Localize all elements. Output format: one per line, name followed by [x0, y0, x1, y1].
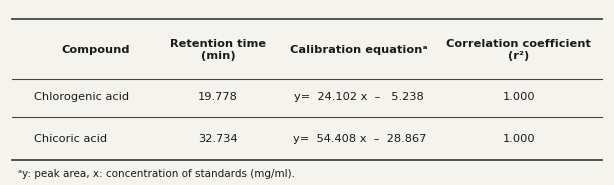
Text: y=  54.408 x  –  28.867: y= 54.408 x – 28.867 — [292, 134, 426, 144]
Text: 1.000: 1.000 — [502, 134, 535, 144]
Text: ᵃy: peak area, x: concentration of standards (mg/ml).: ᵃy: peak area, x: concentration of stand… — [18, 169, 295, 179]
Text: 1.000: 1.000 — [502, 92, 535, 102]
Text: 19.778: 19.778 — [198, 92, 238, 102]
Text: Chlorogenic acid: Chlorogenic acid — [34, 92, 129, 102]
Text: Correlation coefficient
(r²): Correlation coefficient (r²) — [446, 39, 591, 61]
Text: y=  24.102 x  –   5.238: y= 24.102 x – 5.238 — [294, 92, 424, 102]
Text: Calibration equationᵃ: Calibration equationᵃ — [290, 45, 428, 55]
Text: Compound: Compound — [61, 45, 130, 55]
Text: 32.734: 32.734 — [198, 134, 238, 144]
Text: Retention time
(min): Retention time (min) — [170, 39, 266, 61]
Text: Chicoric acid: Chicoric acid — [34, 134, 107, 144]
